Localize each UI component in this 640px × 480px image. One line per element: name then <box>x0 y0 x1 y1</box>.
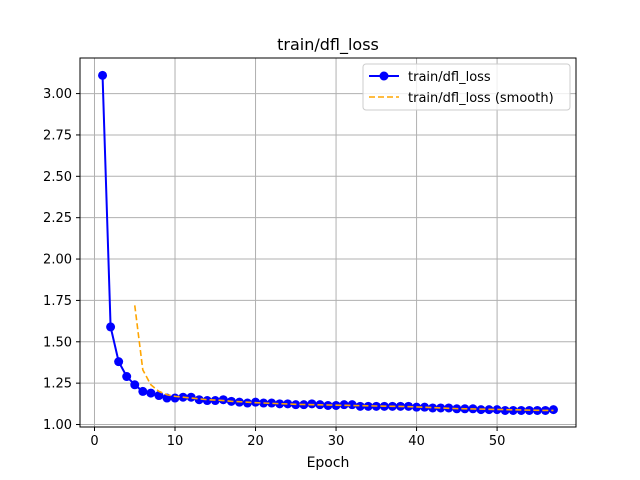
data-point <box>146 388 156 398</box>
axis-ticks: 0 10 20 30 40 50 1.00 1.25 1.50 1.75 2.00 2.25 2.50 2… <box>43 87 505 449</box>
x-tick-label: 0 <box>90 434 98 449</box>
series-line-2 <box>133 305 554 412</box>
legend-label-series-1: train/dfl_loss <box>408 70 491 85</box>
data-point <box>114 357 124 367</box>
data-point <box>202 396 212 406</box>
y-tick-label: 1.50 <box>43 335 72 350</box>
y-tick-label: 1.00 <box>43 418 72 433</box>
data-point <box>492 405 502 415</box>
data-point <box>436 403 446 413</box>
y-tick-label: 3.00 <box>43 87 72 102</box>
data-point <box>122 372 132 382</box>
chart-title: train/dfl_loss <box>277 35 379 55</box>
data-point <box>508 405 518 415</box>
legend-marker-series-1 <box>379 71 389 81</box>
legend-box <box>362 63 571 111</box>
y-tick-label: 1.25 <box>43 377 72 392</box>
x-tick-label: 10 <box>167 434 184 449</box>
data-point <box>347 400 357 410</box>
x-tick-label: 40 <box>408 434 425 449</box>
y-tick-label: 2.25 <box>43 211 72 226</box>
data-point <box>154 391 164 401</box>
data-point <box>428 403 438 413</box>
data-point <box>106 322 116 332</box>
data-point <box>138 386 148 396</box>
data-point <box>548 405 558 415</box>
data-point <box>194 395 204 405</box>
legend-label-series-2: train/dfl_loss (smooth) <box>408 91 554 106</box>
y-tick-label: 1.75 <box>43 294 72 309</box>
data-point <box>98 70 108 80</box>
legend: train/dfl_loss train/dfl_loss (smooth) <box>362 63 571 111</box>
data-point <box>218 395 228 405</box>
x-tick-label: 20 <box>247 434 264 449</box>
data-point <box>420 402 430 412</box>
series-layer <box>98 70 558 415</box>
y-tick-label: 2.00 <box>43 253 72 268</box>
data-point <box>355 401 365 411</box>
data-point <box>339 400 349 410</box>
plot-frame <box>79 57 577 428</box>
series-line-1 <box>101 75 554 412</box>
grid <box>80 58 576 427</box>
x-tick-label: 50 <box>489 434 506 449</box>
x-tick-label: 30 <box>328 434 345 449</box>
data-point <box>275 399 285 409</box>
data-point <box>170 393 180 403</box>
x-axis-label: Epoch <box>307 455 350 471</box>
data-point <box>130 380 140 390</box>
data-point <box>283 399 293 409</box>
y-tick-label: 2.75 <box>43 128 72 143</box>
data-point <box>500 405 510 415</box>
y-tick-label: 2.50 <box>43 170 72 185</box>
data-point <box>242 398 252 408</box>
data-point <box>186 392 196 402</box>
data-point <box>307 399 317 409</box>
data-point <box>267 398 277 408</box>
